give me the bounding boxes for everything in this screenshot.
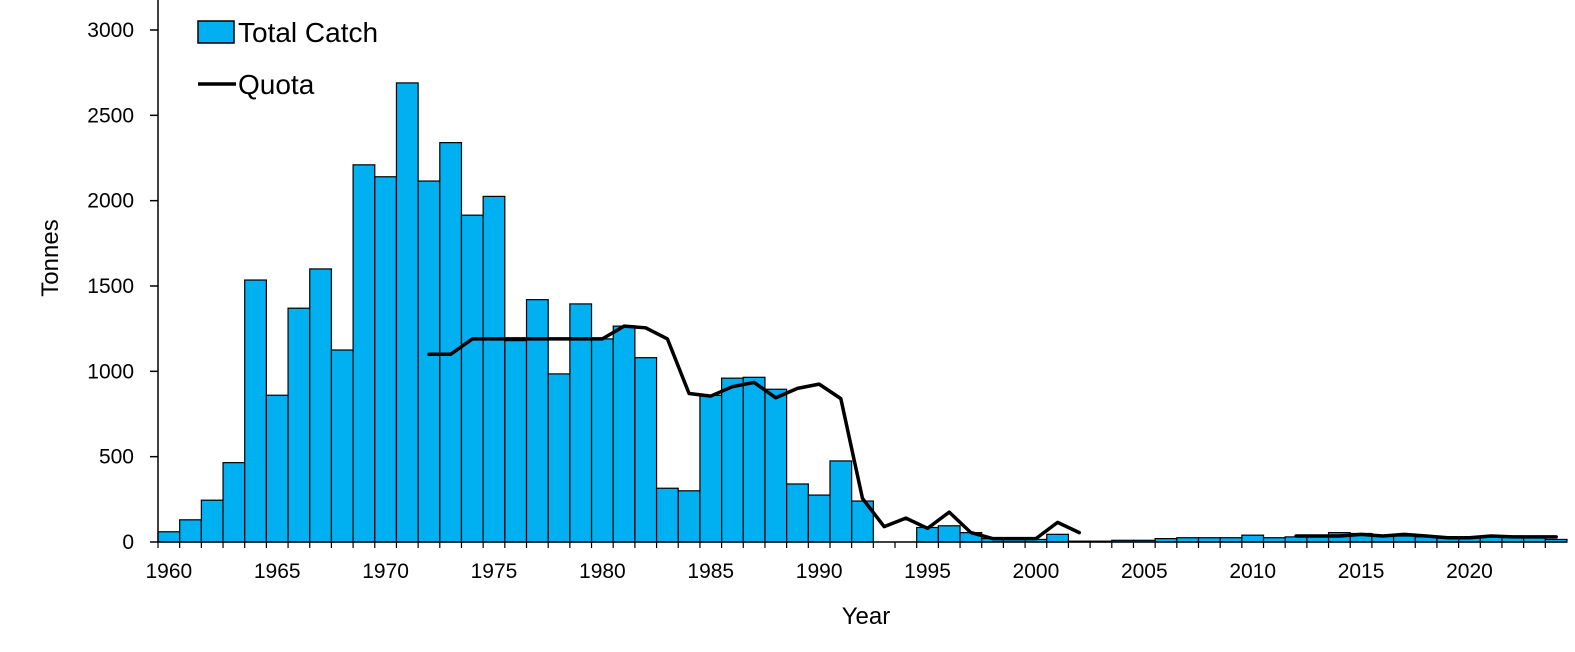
axes	[150, 0, 1567, 548]
x-tick-label-1965: 1965	[254, 560, 301, 583]
bar-1962	[200, 499, 224, 543]
bar-1960	[157, 531, 181, 543]
x-axis-label: Year	[842, 603, 891, 630]
bar-1989	[786, 483, 809, 543]
bar-1990	[807, 494, 831, 543]
quota-line-segment-2	[1294, 532, 1558, 540]
x-tick-label-1985: 1985	[687, 560, 734, 583]
x-tick-label-1975: 1975	[471, 560, 518, 583]
legend-label-quota: Quota	[238, 69, 315, 100]
x-tick-label-2000: 2000	[1013, 560, 1060, 583]
bar-1984	[677, 490, 701, 543]
y-tick-label-1500: 1500	[87, 275, 134, 298]
x-tick-label-1970: 1970	[362, 560, 409, 583]
bar-1967	[309, 268, 333, 543]
total-catch-bars	[157, 82, 1568, 543]
bar-1966	[287, 307, 311, 543]
bar-1977	[525, 299, 549, 543]
bar-1976	[504, 340, 528, 543]
bar-2017	[1392, 535, 1416, 543]
legend-label-total-catch: Total Catch	[238, 17, 378, 48]
bar-1961	[179, 519, 202, 543]
legend: Total Catch Quota	[197, 17, 378, 100]
x-tick-label-2020: 2020	[1446, 560, 1493, 583]
bar-1996	[937, 525, 961, 543]
y-tick-label-1000: 1000	[87, 360, 134, 383]
bar-1983	[655, 487, 679, 543]
y-tick-label-2500: 2500	[87, 104, 134, 127]
quota-line-group	[427, 324, 1558, 541]
x-tick-label-1990: 1990	[796, 560, 843, 583]
y-axis-label: Tonnes	[37, 219, 64, 296]
x-tick-label-2015: 2015	[1338, 560, 1385, 583]
bar-2010	[1241, 534, 1265, 543]
y-tick-label-2000: 2000	[87, 190, 134, 213]
bar-1986	[720, 377, 744, 543]
bar-1963	[222, 462, 246, 543]
quota-line-segment-1	[427, 324, 1082, 541]
legend-swatch-total-catch	[197, 20, 235, 44]
y-tick-label-3000: 3000	[87, 19, 134, 42]
bar-1981	[612, 325, 636, 543]
x-tick-label-1995: 1995	[904, 560, 951, 583]
bar-1991	[829, 460, 853, 543]
bar-1974	[460, 214, 484, 543]
x-tick-label-1960: 1960	[145, 560, 192, 583]
bar-1985	[699, 394, 723, 543]
bar-1968	[330, 349, 354, 543]
bar-1972	[417, 180, 441, 543]
x-tick-label-2010: 2010	[1229, 560, 1276, 583]
bar-1971	[395, 82, 419, 543]
y-tick-label-0: 0	[122, 531, 134, 554]
bar-1988	[764, 388, 788, 543]
bar-1969	[352, 164, 376, 543]
bar-1970	[374, 176, 398, 543]
bar-1980	[590, 338, 614, 543]
y-tick-label-500: 500	[99, 446, 134, 469]
x-tick-label-1980: 1980	[579, 560, 626, 583]
bar-1978	[547, 373, 571, 543]
bar-1964	[244, 279, 267, 543]
bar-1965	[265, 394, 289, 543]
x-tick-label-2005: 2005	[1121, 560, 1168, 583]
bar-1987	[742, 376, 766, 543]
tick-labels: 0 500 1000 1500 2000 2500 3000 1960 1965 1970 1975…	[87, 19, 1493, 583]
bar-1982	[634, 357, 658, 543]
bar-1973	[439, 142, 463, 543]
bar-2001	[1046, 533, 1070, 543]
bar-1975	[482, 195, 506, 543]
